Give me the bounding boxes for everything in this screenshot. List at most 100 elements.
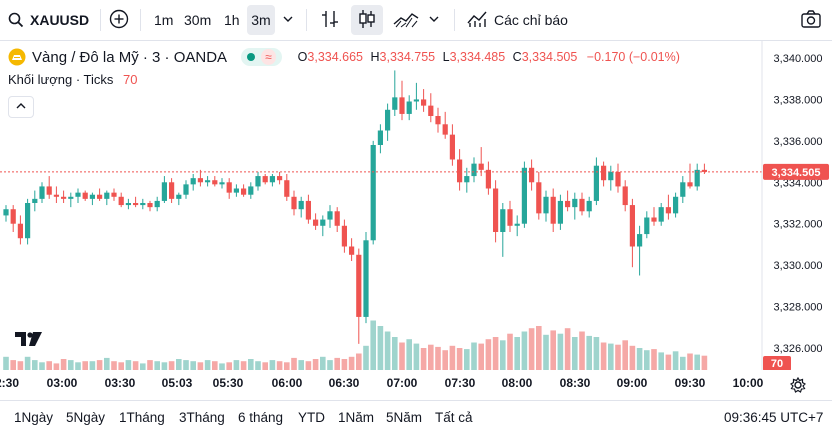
search-icon bbox=[8, 12, 24, 28]
candle-body bbox=[226, 182, 232, 193]
interval-label: 1m bbox=[154, 12, 174, 28]
volume-bar bbox=[608, 343, 614, 370]
candle-body bbox=[478, 163, 484, 170]
candle-body bbox=[586, 200, 592, 212]
candle-body bbox=[255, 176, 261, 187]
indicators-icon bbox=[466, 9, 488, 32]
volume-bar bbox=[3, 356, 9, 370]
volume-bar bbox=[111, 361, 117, 370]
candle-body bbox=[97, 194, 103, 199]
range-all[interactable]: Tất cả bbox=[435, 410, 473, 425]
range-5d[interactable]: 5Ngày bbox=[66, 410, 106, 425]
volume-legend[interactable]: Khối lượng · Ticks 70 bbox=[8, 72, 137, 87]
add-circle-icon bbox=[109, 9, 129, 32]
volume-bar bbox=[500, 340, 506, 370]
candle-body bbox=[183, 184, 189, 195]
volume-bar bbox=[442, 350, 448, 370]
snapshot-button[interactable] bbox=[800, 0, 822, 40]
candle-body bbox=[471, 163, 477, 177]
volume-bar bbox=[17, 361, 24, 370]
volume-bar bbox=[658, 352, 664, 370]
compare-button[interactable] bbox=[108, 0, 130, 40]
volume-bar bbox=[492, 337, 499, 370]
volume-bar bbox=[68, 360, 74, 370]
interval-1m[interactable]: 1m bbox=[154, 0, 173, 40]
range-1m[interactable]: 1Tháng bbox=[119, 410, 165, 425]
chart-type-dropdown[interactable] bbox=[428, 0, 440, 40]
time-tick-label: 06:00 bbox=[271, 376, 303, 390]
range-ytd[interactable]: YTD bbox=[298, 410, 325, 425]
candle-body bbox=[442, 124, 448, 135]
interval-dropdown[interactable] bbox=[282, 0, 294, 40]
candle-body bbox=[485, 169, 491, 189]
volume-bar bbox=[413, 343, 420, 370]
candle-body bbox=[320, 219, 326, 226]
candle-body bbox=[694, 169, 700, 187]
candle-body bbox=[75, 192, 81, 197]
candle-body bbox=[457, 159, 463, 183]
interval-3m[interactable]: 3m bbox=[247, 5, 275, 35]
volume-bar bbox=[543, 334, 549, 370]
volume-bar bbox=[622, 340, 628, 370]
settings-button[interactable] bbox=[790, 376, 806, 393]
range-5y[interactable]: 5Năm bbox=[386, 410, 423, 425]
volume-bar bbox=[370, 320, 376, 370]
price-tick-label: 3,336.000 bbox=[774, 136, 823, 148]
candles-chart-button[interactable] bbox=[351, 5, 383, 35]
volume-bar bbox=[579, 331, 585, 370]
range-1y[interactable]: 1Năm bbox=[338, 410, 375, 425]
interval-label: 1h bbox=[224, 12, 240, 28]
bar-chart-button[interactable] bbox=[320, 0, 340, 40]
wave-icon: ≈ bbox=[261, 49, 276, 65]
volume-bar bbox=[435, 346, 441, 370]
candle-body bbox=[500, 209, 506, 232]
volume-bar bbox=[615, 344, 621, 370]
range-6m[interactable]: 6 tháng bbox=[238, 410, 284, 425]
volume-bar bbox=[399, 342, 405, 370]
bars-icon bbox=[320, 8, 340, 33]
range-1d[interactable]: 1Ngày bbox=[14, 410, 54, 425]
indicators-button[interactable]: Các chỉ báo bbox=[466, 0, 568, 40]
candle-body bbox=[644, 217, 650, 235]
candle-body bbox=[543, 196, 549, 214]
candle-body bbox=[118, 196, 124, 206]
volume-bar bbox=[644, 350, 650, 370]
volume-bar bbox=[39, 362, 45, 370]
symbol-search[interactable]: XAUUSD bbox=[8, 0, 89, 40]
volume-bar bbox=[507, 333, 513, 370]
clock[interactable]: 09:36:45 UTC+7 bbox=[724, 410, 824, 425]
volume-bar bbox=[687, 353, 693, 370]
time-tick-label: 07:30 bbox=[444, 376, 476, 390]
tradingview-logo[interactable] bbox=[14, 330, 44, 348]
interval-30m[interactable]: 30m bbox=[184, 0, 211, 40]
price-chart[interactable]: 3,340.0003,338.0003,336.0003,334.0003,33… bbox=[0, 40, 832, 370]
market-status-dot[interactable]: ≈ bbox=[241, 48, 282, 66]
volume-bar bbox=[262, 362, 268, 370]
volume-bar bbox=[24, 356, 31, 370]
candle-body bbox=[665, 207, 671, 214]
price-axis[interactable]: 3,340.0003,338.0003,336.0003,334.0003,33… bbox=[774, 53, 823, 355]
volume-bar bbox=[233, 360, 240, 370]
candle-body bbox=[565, 200, 571, 208]
volume-bar bbox=[291, 357, 297, 370]
candle-body bbox=[392, 97, 398, 110]
volume-bar bbox=[204, 360, 211, 370]
ohlc-values: O3,334.665 H3,334.755 L3,334.485 C3,334.… bbox=[298, 50, 680, 64]
time-tick-label: 03:00 bbox=[46, 376, 78, 390]
candle-body bbox=[680, 182, 686, 197]
price-tick-label: 3,328.000 bbox=[774, 302, 823, 314]
price-tick-label: 3,334.000 bbox=[774, 177, 823, 189]
collapse-legend-button[interactable] bbox=[8, 96, 34, 118]
range-3m[interactable]: 3Tháng bbox=[179, 410, 225, 425]
symbol-title[interactable]: Vàng / Đô la Mỹ · 3 · OANDA bbox=[32, 48, 228, 66]
volume-bar bbox=[384, 331, 391, 370]
area-chart-button[interactable] bbox=[392, 0, 420, 40]
candle-body bbox=[154, 200, 160, 208]
candle-body bbox=[17, 223, 23, 239]
candle-body bbox=[622, 186, 628, 206]
interval-1h[interactable]: 1h bbox=[224, 0, 240, 40]
volume-bar bbox=[255, 361, 261, 370]
area-chart-icon bbox=[392, 9, 420, 32]
volume-bar bbox=[248, 359, 254, 370]
candle-body bbox=[615, 171, 621, 187]
